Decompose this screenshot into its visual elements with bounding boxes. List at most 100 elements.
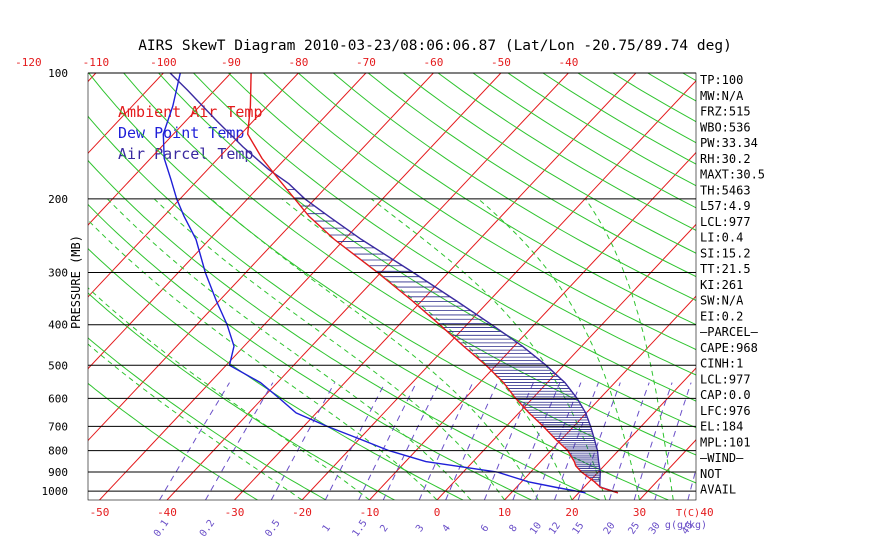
pressure-tick-label: 800 <box>48 445 68 458</box>
mixing-ratio-tick-label: 8 <box>507 523 519 534</box>
mixing-ratio-line <box>687 467 696 500</box>
mixing-ratio-tick-label: 1.5 <box>350 518 369 539</box>
index-label: PW:33.34 <box>700 136 758 150</box>
index-label: TT:21.5 <box>700 262 751 276</box>
top-temp-tick-label: -90 <box>221 56 241 69</box>
legend-parcel: Air Parcel Temp <box>118 145 253 163</box>
mixing-ratio-tick-label: 15 <box>571 520 587 536</box>
pressure-tick-label: 600 <box>48 392 68 405</box>
dry-adiabat-line <box>88 382 258 500</box>
temp-tick-label: 40 <box>700 506 713 519</box>
isotherm-line <box>88 73 299 298</box>
mixing-ratio-tick-label: 0.2 <box>198 518 217 539</box>
index-label: CINH:1 <box>700 357 743 371</box>
y-axis-label: PRESSURE (MB) <box>69 235 83 329</box>
top-temp-tick-label: -100 <box>150 56 177 69</box>
pressure-tick-label: 700 <box>48 420 68 433</box>
index-label: L57:4.9 <box>700 199 751 213</box>
index-label: MAXT:30.5 <box>700 168 765 182</box>
dry-adiabat-line <box>753 73 870 500</box>
dry-adiabat-line <box>228 73 696 376</box>
moist-adiabat-line <box>281 198 573 500</box>
top-temp-tick-label: -60 <box>423 56 443 69</box>
dry-adiabat-line <box>263 73 696 351</box>
isotherm-line <box>571 367 696 500</box>
dry-adiabat-line <box>158 73 696 429</box>
mixing-ratio-line <box>483 382 534 500</box>
mixing-ratio-tick-label: 12 <box>547 520 563 536</box>
dry-adiabat-line <box>857 73 870 500</box>
x-axis-unit-label: T(C) <box>676 508 700 519</box>
mixing-ratio-line <box>382 382 440 500</box>
dry-adiabat-line <box>88 203 532 500</box>
mixing-ratio-tick-label: 30 <box>647 520 663 536</box>
index-label: —WIND— <box>700 451 744 465</box>
plot-frame <box>87 72 697 501</box>
temp-tick-label: 30 <box>633 506 646 519</box>
pressure-tick-label: 900 <box>48 466 68 479</box>
moist-adiabat-line <box>210 198 539 500</box>
dry-adiabat-line <box>788 73 870 500</box>
temp-tick-label: 0 <box>434 506 441 519</box>
mixing-ratio-line <box>159 382 230 500</box>
temp-tick-label: -10 <box>360 506 380 519</box>
mixing-ratio-line <box>654 382 692 500</box>
parcel-line <box>169 73 619 494</box>
index-label: KI:261 <box>700 278 743 292</box>
dry-adiabat-line <box>123 73 696 456</box>
mixing-ratio-line <box>512 382 561 500</box>
isotherm-line <box>88 73 164 154</box>
mixing-ratio-tick-label: 0.1 <box>152 518 171 539</box>
index-label: MW:N/A <box>700 89 744 103</box>
index-label: TP:100 <box>700 73 743 87</box>
index-label: EI:0.2 <box>700 309 743 323</box>
temp-tick-label: 10 <box>498 506 511 519</box>
moist-adiabat-line <box>88 219 438 500</box>
isotherm-line <box>166 73 569 500</box>
top-temp-tick-label: -120 <box>15 56 42 69</box>
mixing-ratio-unit-label: g(g/kg) <box>665 520 707 531</box>
dry-adiabat-line <box>88 73 696 484</box>
dry-adiabat-line <box>297 73 696 326</box>
top-temp-tick-label: -70 <box>356 56 376 69</box>
pressure-tick-label: 1000 <box>42 485 69 498</box>
top-temp-tick-label: -40 <box>558 56 578 69</box>
mixing-ratio-tick-label: 10 <box>528 520 544 536</box>
isotherm-line <box>88 73 434 442</box>
index-label: RH:30.2 <box>700 152 751 166</box>
temp-tick-label: -50 <box>90 506 110 519</box>
mixing-ratio-line <box>554 382 599 500</box>
mixing-ratio-line <box>358 382 417 500</box>
mixing-ratio-tick-label: 3 <box>414 523 426 534</box>
dry-adiabat-line <box>88 337 327 500</box>
index-label: LI:0.4 <box>700 231 743 245</box>
dry-adiabat-line <box>88 115 669 500</box>
isotherm-line <box>436 223 696 500</box>
dry-adiabat-line <box>822 73 870 500</box>
plot-clipped <box>88 73 870 500</box>
mixing-ratio-line <box>577 382 621 500</box>
isotherm-line <box>88 73 367 370</box>
moist-adiabat-line <box>477 198 640 500</box>
moist-adiabat-line <box>585 198 674 500</box>
index-label: NOT <box>700 467 722 481</box>
mixing-ratio-tick-label: 1 <box>321 523 333 534</box>
dry-adiabat-line <box>472 73 696 209</box>
temp-tick-label: -20 <box>292 506 312 519</box>
pressure-tick-label: 100 <box>48 67 68 80</box>
pressure-tick-label: 500 <box>48 359 68 372</box>
temp-tick-label: -30 <box>225 506 245 519</box>
mixing-ratio-tick-label: 25 <box>626 520 642 536</box>
top-temp-tick-label: -80 <box>288 56 308 69</box>
mixing-ratio-line <box>445 382 498 500</box>
temp-tick-label: 20 <box>565 506 578 519</box>
moist-adiabat-line <box>88 287 370 500</box>
mixing-ratio-line <box>205 382 274 500</box>
index-label: EL:184 <box>700 420 743 434</box>
dry-adiabat-line <box>193 73 696 402</box>
top-temp-tick-label: -50 <box>491 56 511 69</box>
index-label: LCL:977 <box>700 215 751 229</box>
mixing-ratio-tick-label: 4 <box>441 523 453 534</box>
